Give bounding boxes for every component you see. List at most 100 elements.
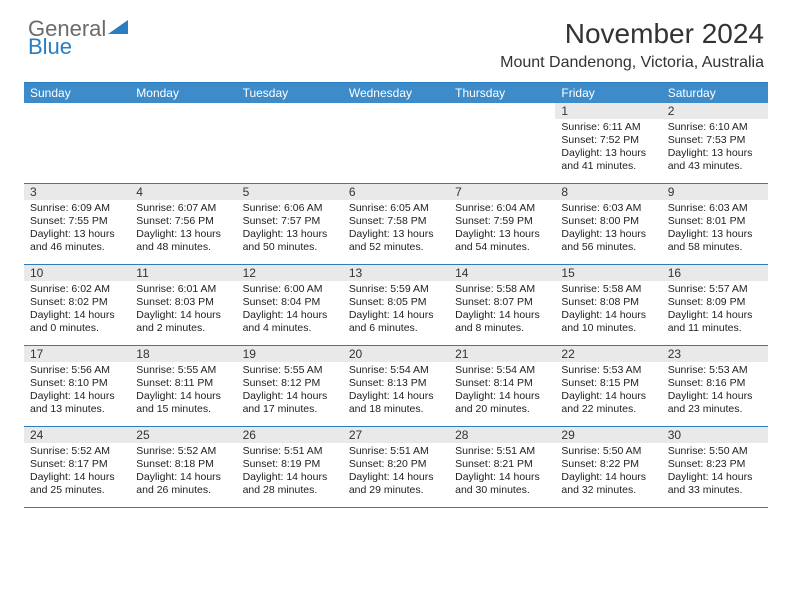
day-content: Sunrise: 5:50 AMSunset: 8:22 PMDaylight:…: [555, 443, 661, 502]
day-cell: 1Sunrise: 6:11 AMSunset: 7:52 PMDaylight…: [555, 103, 661, 183]
day-content: Sunrise: 5:55 AMSunset: 8:11 PMDaylight:…: [130, 362, 236, 421]
day-content: Sunrise: 5:52 AMSunset: 8:17 PMDaylight:…: [24, 443, 130, 502]
day-content: Sunrise: 5:58 AMSunset: 8:07 PMDaylight:…: [449, 281, 555, 340]
sunset-line: Sunset: 8:20 PM: [349, 458, 443, 471]
sunset-line: Sunset: 7:56 PM: [136, 215, 230, 228]
day-number: 24: [24, 427, 130, 443]
day-cell: 20 Sunrise: 5:54 AMSunset: 8:13 PMDayligh…: [343, 346, 449, 426]
sunrise-line: Sunrise: 5:51 AM: [243, 445, 337, 458]
day-number: 5: [237, 184, 343, 200]
sunrise-line: Sunrise: 5:55 AM: [243, 364, 337, 377]
day-content: Sunrise: 5:52 AMSunset: 8:18 PMDaylight:…: [130, 443, 236, 502]
weekday-wednesday: Wednesday: [343, 83, 449, 103]
sunset-line: Sunset: 7:58 PM: [349, 215, 443, 228]
sunset-line: Sunset: 8:14 PM: [455, 377, 549, 390]
sunrise-line: Sunrise: 6:11 AM: [561, 121, 655, 134]
day-content: Sunrise: 6:11 AMSunset: 7:52 PMDaylight:…: [555, 119, 661, 178]
daylight-line: Daylight: 14 hours and 22 minutes.: [561, 390, 655, 416]
sunset-line: Sunset: 8:17 PM: [30, 458, 124, 471]
week-row: 17Sunrise: 5:56 AMSunset: 8:10 PMDayligh…: [24, 346, 768, 427]
weekday-header-row: SundayMondayTuesdayWednesdayThursdayFrid…: [24, 83, 768, 103]
sunrise-line: Sunrise: 5:57 AM: [668, 283, 762, 296]
day-number: 10: [24, 265, 130, 281]
day-cell: 8Sunrise: 6:03 AMSunset: 8:00 PMDaylight…: [555, 184, 661, 264]
sunrise-line: Sunrise: 5:54 AM: [349, 364, 443, 377]
sunset-line: Sunset: 8:11 PM: [136, 377, 230, 390]
sunset-line: Sunset: 8:16 PM: [668, 377, 762, 390]
day-content: Sunrise: 6:00 AMSunset: 8:04 PMDaylight:…: [237, 281, 343, 340]
day-cell: 26Sunrise: 5:51 AMSunset: 8:19 PMDayligh…: [237, 427, 343, 507]
day-number: 9: [662, 184, 768, 200]
day-number: 19: [237, 346, 343, 362]
daylight-line: Daylight: 14 hours and 33 minutes.: [668, 471, 762, 497]
day-cell: 18Sunrise: 5:55 AMSunset: 8:11 PMDayligh…: [130, 346, 236, 426]
day-content: Sunrise: 5:51 AMSunset: 8:21 PMDaylight:…: [449, 443, 555, 502]
sunrise-line: Sunrise: 6:02 AM: [30, 283, 124, 296]
daylight-line: Daylight: 14 hours and 8 minutes.: [455, 309, 549, 335]
daylight-line: Daylight: 14 hours and 30 minutes.: [455, 471, 549, 497]
day-number: 20: [343, 346, 449, 362]
day-cell: 12Sunrise: 6:00 AMSunset: 8:04 PMDayligh…: [237, 265, 343, 345]
day-cell: 15Sunrise: 5:58 AMSunset: 8:08 PMDayligh…: [555, 265, 661, 345]
daylight-line: Daylight: 14 hours and 2 minutes.: [136, 309, 230, 335]
daylight-line: Daylight: 14 hours and 32 minutes.: [561, 471, 655, 497]
day-content: Sunrise: 5:50 AMSunset: 8:23 PMDaylight:…: [662, 443, 768, 502]
day-content: Sunrise: 6:06 AMSunset: 7:57 PMDaylight:…: [237, 200, 343, 259]
day-number: 17: [24, 346, 130, 362]
day-number: 14: [449, 265, 555, 281]
sunrise-line: Sunrise: 6:10 AM: [668, 121, 762, 134]
month-title: November 2024: [500, 18, 764, 50]
day-cell: 7Sunrise: 6:04 AMSunset: 7:59 PMDaylight…: [449, 184, 555, 264]
calendar: SundayMondayTuesdayWednesdayThursdayFrid…: [24, 82, 768, 508]
sunrise-line: Sunrise: 5:50 AM: [668, 445, 762, 458]
day-cell: 3Sunrise: 6:09 AMSunset: 7:55 PMDaylight…: [24, 184, 130, 264]
sunrise-line: Sunrise: 5:56 AM: [30, 364, 124, 377]
daylight-line: Daylight: 13 hours and 41 minutes.: [561, 147, 655, 173]
day-empty: ..: [237, 103, 343, 183]
week-row: 3Sunrise: 6:09 AMSunset: 7:55 PMDaylight…: [24, 184, 768, 265]
daylight-line: Daylight: 14 hours and 13 minutes.: [30, 390, 124, 416]
day-number: 23: [662, 346, 768, 362]
day-content: Sunrise: 5:53 AMSunset: 8:15 PMDaylight:…: [555, 362, 661, 421]
day-number: 7: [449, 184, 555, 200]
daylight-line: Daylight: 14 hours and 18 minutes.: [349, 390, 443, 416]
day-number: 18: [130, 346, 236, 362]
day-content: Sunrise: 6:04 AMSunset: 7:59 PMDaylight:…: [449, 200, 555, 259]
sunset-line: Sunset: 8:01 PM: [668, 215, 762, 228]
day-content: Sunrise: 6:02 AMSunset: 8:02 PMDaylight:…: [24, 281, 130, 340]
daylight-line: Daylight: 13 hours and 50 minutes.: [243, 228, 337, 254]
brand-word2: Blue: [28, 36, 130, 58]
weekday-monday: Monday: [130, 83, 236, 103]
location: Mount Dandenong, Victoria, Australia: [500, 54, 764, 72]
daylight-line: Daylight: 14 hours and 23 minutes.: [668, 390, 762, 416]
day-cell: 5Sunrise: 6:06 AMSunset: 7:57 PMDaylight…: [237, 184, 343, 264]
daylight-line: Daylight: 14 hours and 26 minutes.: [136, 471, 230, 497]
sunset-line: Sunset: 7:57 PM: [243, 215, 337, 228]
day-cell: 25Sunrise: 5:52 AMSunset: 8:18 PMDayligh…: [130, 427, 236, 507]
daylight-line: Daylight: 13 hours and 58 minutes.: [668, 228, 762, 254]
sunrise-line: Sunrise: 6:04 AM: [455, 202, 549, 215]
day-cell: 28Sunrise: 5:51 AMSunset: 8:21 PMDayligh…: [449, 427, 555, 507]
daylight-line: Daylight: 13 hours and 52 minutes.: [349, 228, 443, 254]
day-cell: 22Sunrise: 5:53 AMSunset: 8:15 PMDayligh…: [555, 346, 661, 426]
day-cell: 2Sunrise: 6:10 AMSunset: 7:53 PMDaylight…: [662, 103, 768, 183]
day-number: 30: [662, 427, 768, 443]
day-number: 3: [24, 184, 130, 200]
day-cell: 11Sunrise: 6:01 AMSunset: 8:03 PMDayligh…: [130, 265, 236, 345]
day-content: Sunrise: 6:09 AMSunset: 7:55 PMDaylight:…: [24, 200, 130, 259]
sunset-line: Sunset: 8:03 PM: [136, 296, 230, 309]
brand-logo: General Blue: [28, 18, 130, 58]
day-content: Sunrise: 6:03 AMSunset: 8:01 PMDaylight:…: [662, 200, 768, 259]
sunset-line: Sunset: 8:02 PM: [30, 296, 124, 309]
day-content: Sunrise: 6:10 AMSunset: 7:53 PMDaylight:…: [662, 119, 768, 178]
sunset-line: Sunset: 8:19 PM: [243, 458, 337, 471]
sunset-line: Sunset: 8:13 PM: [349, 377, 443, 390]
day-content: Sunrise: 6:05 AMSunset: 7:58 PMDaylight:…: [343, 200, 449, 259]
sunrise-line: Sunrise: 6:06 AM: [243, 202, 337, 215]
day-content: Sunrise: 5:56 AMSunset: 8:10 PMDaylight:…: [24, 362, 130, 421]
sunset-line: Sunset: 8:04 PM: [243, 296, 337, 309]
sunset-line: Sunset: 7:52 PM: [561, 134, 655, 147]
sunrise-line: Sunrise: 5:53 AM: [668, 364, 762, 377]
sunrise-line: Sunrise: 6:03 AM: [561, 202, 655, 215]
day-number: 15: [555, 265, 661, 281]
